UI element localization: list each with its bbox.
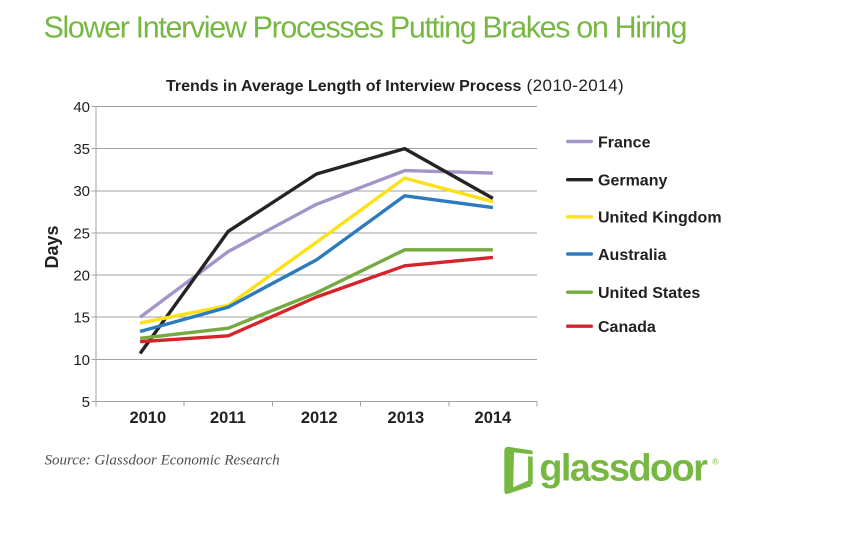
- svg-text:Days: Days: [42, 225, 62, 268]
- svg-text:Germany: Germany: [598, 173, 667, 190]
- svg-text:20: 20: [73, 268, 90, 285]
- svg-text:25: 25: [73, 225, 90, 242]
- svg-text:2012: 2012: [301, 409, 338, 427]
- svg-text:10: 10: [73, 352, 90, 369]
- svg-text:glassdoor: glassdoor: [539, 447, 708, 489]
- svg-text:5: 5: [82, 394, 90, 411]
- svg-text:Canada: Canada: [598, 319, 656, 336]
- svg-text:Source: Glassdoor Economic Res: Source: Glassdoor Economic Research: [45, 453, 280, 469]
- svg-text:2011: 2011: [210, 409, 246, 427]
- svg-text:2014: 2014: [475, 409, 513, 427]
- svg-text:2010: 2010: [129, 409, 166, 427]
- svg-text:30: 30: [73, 183, 90, 200]
- svg-text:®: ®: [712, 456, 719, 466]
- svg-text:Slower Interview Processes Put: Slower Interview Processes Putting Brake…: [44, 11, 687, 45]
- svg-text:2013: 2013: [388, 409, 425, 427]
- svg-text:40: 40: [73, 99, 90, 116]
- svg-text:15: 15: [73, 310, 90, 327]
- svg-text:Australia: Australia: [598, 247, 667, 264]
- svg-text:Trends in Average Length of In: Trends in Average Length of Interview Pr…: [166, 76, 624, 95]
- svg-text:France: France: [598, 134, 651, 151]
- svg-text:United States: United States: [598, 285, 700, 302]
- svg-text:United Kingdom: United Kingdom: [598, 210, 722, 227]
- svg-text:35: 35: [73, 141, 90, 158]
